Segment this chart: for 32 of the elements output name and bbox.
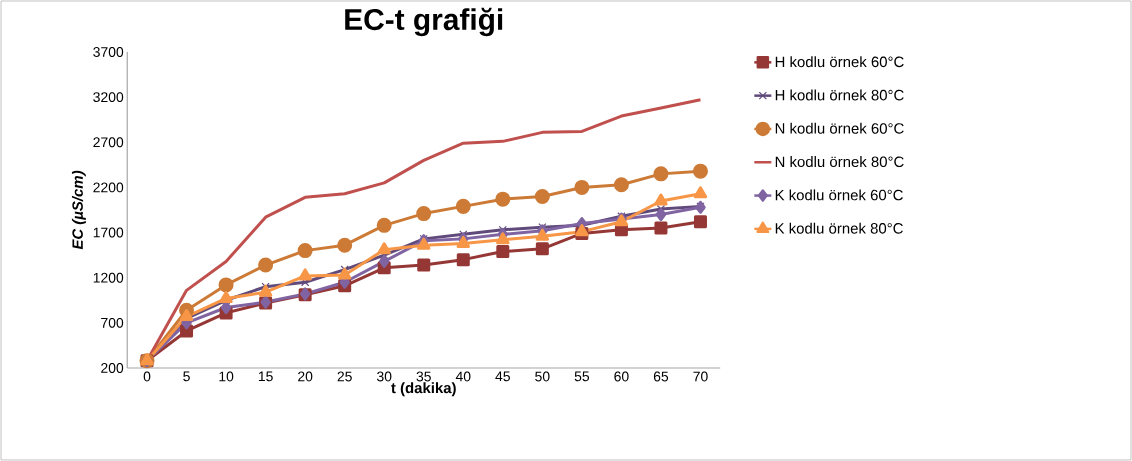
x-tick-label: 40 <box>455 371 471 382</box>
x-tick-label: 35 <box>416 371 431 382</box>
x-tick-label: 15 <box>258 371 273 382</box>
y-tick-label: 3200 <box>93 92 124 103</box>
x-tick-label: 20 <box>298 371 313 382</box>
legend-label: K kodlu örnek 60°C <box>775 189 903 201</box>
y-tick-label: 2200 <box>93 182 124 193</box>
x-tick-label: 70 <box>693 371 708 382</box>
y-tick-label: 1200 <box>93 272 124 283</box>
x-tick-label: 30 <box>376 371 392 382</box>
x-tick-label: 0 <box>143 371 151 382</box>
legend-label: K kodlu örnek 80°C <box>775 222 903 234</box>
chart-title: EC-t grafiği <box>345 7 503 37</box>
legend-label: H kodlu örnek 80°C <box>775 89 904 101</box>
legend-label: H kodlu örnek 60°C <box>775 56 904 68</box>
y-tick-label: 200 <box>101 363 124 373</box>
x-tick-label: 55 <box>574 371 590 382</box>
x-axis-title: t (dakika) <box>391 382 456 397</box>
y-tick-label: 3700 <box>93 47 124 57</box>
x-tick-label: 65 <box>653 371 669 382</box>
y-tick-label: 700 <box>101 317 124 328</box>
legend-label: N kodlu örnek 60°C <box>775 122 904 134</box>
y-tick-label: 2700 <box>93 137 124 148</box>
x-tick-label: 10 <box>219 371 234 382</box>
legend-label: N kodlu örnek 80°C <box>775 156 904 168</box>
x-tick-label: 5 <box>183 371 190 382</box>
x-tick-label: 50 <box>535 371 550 382</box>
x-tick-label: 25 <box>337 371 352 382</box>
y-tick-label: 1700 <box>93 227 124 238</box>
x-tick-label: 45 <box>495 371 510 382</box>
x-tick-label: 60 <box>614 371 629 382</box>
y-axis-title: EC (µS/cm) <box>71 170 86 250</box>
